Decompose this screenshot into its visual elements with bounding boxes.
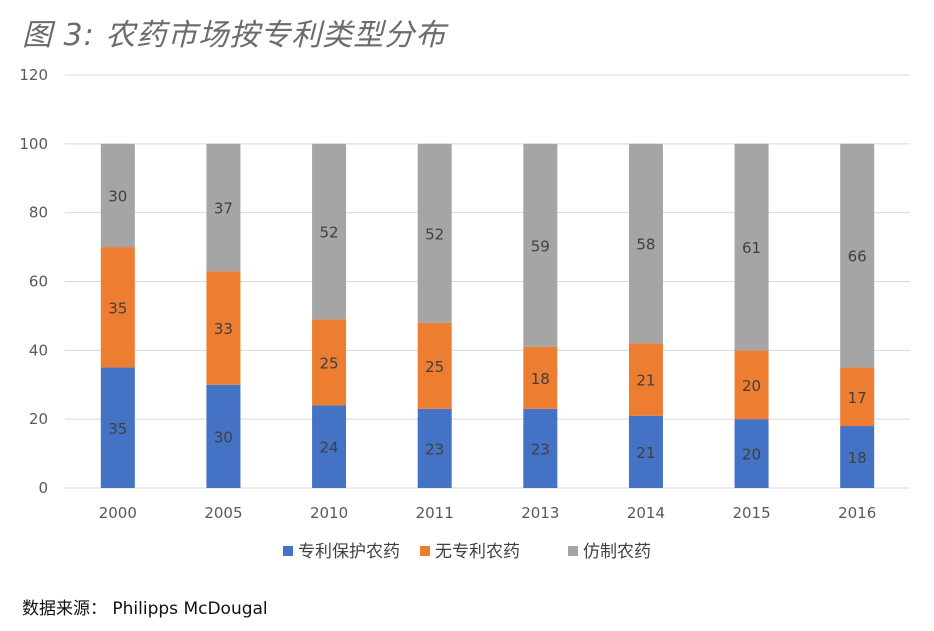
- data-label: 37: [214, 200, 233, 218]
- data-label: 30: [214, 428, 233, 446]
- data-label: 17: [848, 389, 867, 407]
- bar-segment: [206, 271, 241, 385]
- bar-segment: [312, 405, 347, 488]
- bar-segment: [523, 408, 558, 488]
- bar-segment: [734, 350, 769, 420]
- data-label: 21: [636, 444, 655, 462]
- bar-segment: [734, 143, 769, 351]
- bar-segment: [523, 346, 558, 409]
- bar-segment: [100, 367, 135, 488]
- bar-segment: [417, 143, 452, 323]
- legend-swatch: [420, 546, 430, 556]
- data-label: 58: [636, 236, 655, 254]
- x-tick-label: 2005: [204, 504, 242, 522]
- data-label: 61: [742, 239, 761, 257]
- bar-segment: [417, 408, 452, 488]
- y-tick-label: 120: [19, 66, 48, 84]
- x-tick-label: 2013: [521, 504, 559, 522]
- data-label: 25: [320, 354, 339, 372]
- legend-swatch: [283, 546, 293, 556]
- data-label: 24: [320, 439, 339, 457]
- y-tick-label: 0: [38, 479, 48, 497]
- bar-segment: [840, 143, 875, 368]
- data-label: 18: [531, 370, 550, 388]
- chart-title: 图 3: 农药市场按专利类型分布: [22, 18, 447, 53]
- bar-segment: [100, 247, 135, 368]
- bar-segment: [734, 419, 769, 488]
- data-label: 20: [742, 377, 761, 395]
- y-tick-label: 100: [19, 135, 48, 153]
- x-tick-label: 2010: [310, 504, 348, 522]
- data-label: 25: [425, 358, 444, 376]
- bar-segment: [840, 367, 875, 427]
- data-label: 52: [320, 224, 339, 242]
- bar-segment: [628, 143, 663, 344]
- data-label: 21: [636, 372, 655, 390]
- x-tick-label: 2011: [416, 504, 454, 522]
- data-label: 23: [425, 440, 444, 458]
- bar-segment: [840, 426, 875, 488]
- bar-segment: [206, 384, 241, 488]
- data-label: 33: [214, 320, 233, 338]
- data-label: 23: [531, 440, 550, 458]
- legend-swatch: [568, 546, 578, 556]
- data-label: 59: [531, 237, 550, 255]
- y-tick-label: 80: [29, 204, 48, 222]
- bar-segment: [206, 143, 241, 272]
- data-label: 30: [108, 187, 127, 205]
- y-tick-label: 60: [29, 273, 48, 291]
- legend-label: 仿制农药: [583, 542, 651, 562]
- bar-segment: [417, 322, 452, 409]
- x-tick-label: 2015: [732, 504, 770, 522]
- data-label: 35: [108, 299, 127, 317]
- x-tick-label: 2000: [99, 504, 137, 522]
- x-tick-label: 2016: [838, 504, 876, 522]
- source-note: 数据来源： Philipps McDougal: [22, 599, 268, 619]
- legend-label: 无专利农药: [435, 542, 520, 562]
- data-label: 52: [425, 225, 444, 243]
- bar-segment: [628, 415, 663, 488]
- bar-segment: [312, 319, 347, 406]
- bar-segment: [312, 143, 347, 320]
- x-tick-label: 2014: [627, 504, 665, 522]
- y-tick-label: 20: [29, 410, 48, 428]
- bar-segment: [628, 343, 663, 416]
- data-label: 18: [848, 449, 867, 467]
- legend-label: 专利保护农药: [298, 542, 400, 562]
- data-label: 66: [848, 248, 867, 266]
- bar-segment: [523, 143, 558, 347]
- bar-segment: [100, 143, 135, 248]
- data-label: 20: [742, 446, 761, 464]
- data-label: 35: [108, 420, 127, 438]
- y-tick-label: 40: [29, 341, 48, 359]
